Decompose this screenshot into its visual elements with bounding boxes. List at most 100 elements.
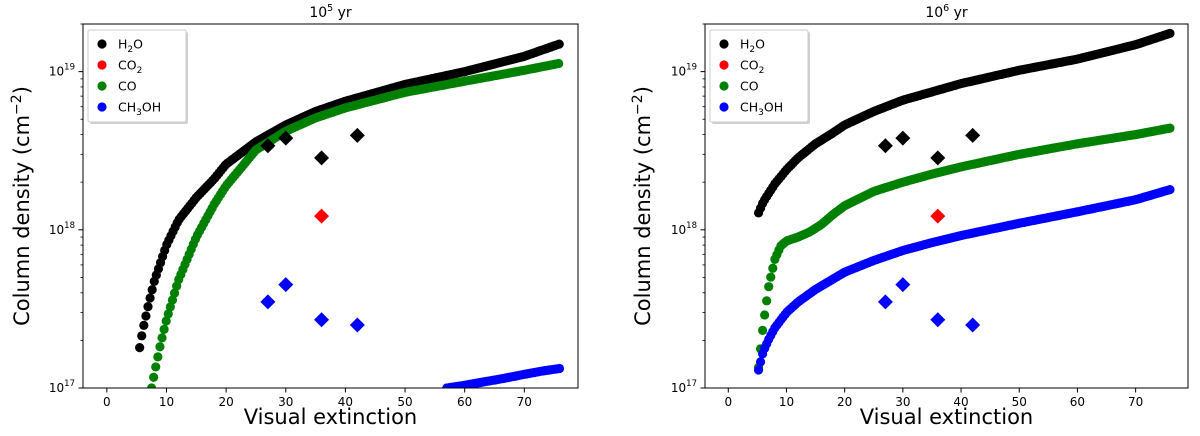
legend-label-h2o: H2O [118, 37, 143, 56]
y-axis-label: Column density (cm−2) [630, 86, 655, 326]
x-tick-label: 70 [1128, 395, 1143, 409]
axes-frame [82, 23, 579, 389]
observation-marker [314, 150, 330, 166]
data-point [143, 302, 153, 312]
data-point [554, 58, 564, 69]
legend-label-ch3oh: CH3OH [740, 100, 783, 119]
data-point [165, 302, 175, 312]
series-h2o [753, 28, 1175, 218]
y-tick-label: 1019 [49, 63, 75, 79]
data-point [163, 309, 173, 319]
legend-label-h2o: H2O [740, 37, 765, 56]
observation-marker [278, 130, 294, 146]
observation-marker [895, 277, 911, 293]
series-h2o [135, 39, 564, 353]
y-tick-label: 1017 [49, 379, 75, 395]
observation-marker [965, 317, 981, 333]
data-point [147, 285, 157, 295]
x-tick-label: 0 [724, 395, 732, 409]
x-axis-label: Visual extinction [244, 405, 418, 429]
chart-title: 105 yr [309, 3, 352, 21]
data-point [760, 310, 770, 320]
x-tick-label: 50 [397, 395, 412, 409]
data-point [1165, 184, 1175, 195]
x-tick-label: 60 [1070, 395, 1085, 409]
legend: H2O CO2 CO CH3OH [709, 29, 810, 124]
data-point [141, 311, 151, 321]
chart-panel-10e5-yr: 1017 1018 1019 0 10 20 30 40 50 60 70 105 yr Visual … [9, 3, 579, 429]
data-point [768, 263, 778, 273]
x-tick-label: 40 [953, 395, 968, 409]
observation-marker [930, 312, 946, 328]
data-point [169, 288, 180, 298]
data-point [139, 320, 149, 331]
series-ch3oh [753, 184, 1175, 375]
x-tick-label: 20 [837, 395, 852, 409]
y-tick-label: 1018 [671, 221, 697, 237]
observation-marker [260, 294, 276, 310]
legend-marker-ch3oh [97, 102, 107, 112]
x-tick-label: 40 [338, 395, 353, 409]
x-axis-label: Visual extinction [860, 405, 1034, 429]
observation-marker [260, 138, 276, 154]
x-tick-label: 70 [517, 395, 532, 409]
y-axis-label: Column density (cm−2) [9, 86, 34, 326]
x-tick-label: 30 [895, 395, 910, 409]
series-co [753, 123, 1175, 372]
x-tick-label: 10 [779, 395, 794, 409]
data-point [155, 342, 165, 352]
observation-marker [349, 127, 365, 143]
observation-marker [877, 294, 893, 310]
legend-box [709, 29, 809, 123]
legend-marker-h2o [719, 39, 729, 49]
legend: H2O CO2 CO CH3OH [87, 29, 188, 124]
data-point [145, 293, 155, 303]
data-point [753, 365, 764, 375]
data-point [167, 295, 178, 305]
data-point [755, 357, 766, 367]
legend-marker-co2 [97, 60, 107, 70]
y-tick-label: 1017 [671, 379, 697, 395]
x-tick-label: 20 [218, 395, 233, 409]
observation-marker [930, 150, 946, 166]
data-point [554, 39, 564, 49]
observation-marker [278, 277, 294, 293]
data-point [1165, 123, 1175, 133]
legend-marker-h2o [97, 39, 107, 49]
y-tick-label: 1019 [671, 63, 697, 79]
observation-marker [965, 127, 981, 143]
legend-marker-ch3oh [719, 102, 729, 112]
data-point [764, 282, 774, 292]
data-point [151, 362, 161, 372]
data-point [766, 272, 776, 282]
observation-marker [314, 208, 330, 224]
chart-title: 106 yr [925, 3, 968, 21]
plot-area [753, 28, 1175, 375]
data-point [157, 333, 167, 343]
data-point [762, 296, 772, 306]
data-point [758, 325, 768, 335]
legend-label-co2: CO2 [740, 58, 764, 77]
observation-marker [877, 138, 893, 154]
observation-marker [314, 312, 330, 328]
legend-box [87, 29, 187, 123]
data-point [159, 324, 169, 335]
data-point [554, 363, 565, 374]
observation-marker [895, 130, 911, 146]
series-co [146, 58, 564, 388]
data-point [1165, 28, 1175, 38]
observation-marker [930, 208, 946, 224]
x-tick-label: 0 [103, 395, 111, 409]
observation-marker [349, 317, 365, 333]
x-tick-label: 50 [1012, 395, 1027, 409]
legend-label-ch3oh: CH3OH [118, 100, 161, 119]
x-tick-label: 30 [278, 395, 293, 409]
legend-label-co: CO [740, 79, 759, 94]
data-point [137, 331, 147, 341]
legend-marker-co2 [719, 60, 729, 70]
axes-frame [704, 23, 1189, 389]
legend-marker-co [719, 81, 729, 91]
data-point [153, 352, 163, 362]
x-tick-label: 60 [457, 395, 472, 409]
